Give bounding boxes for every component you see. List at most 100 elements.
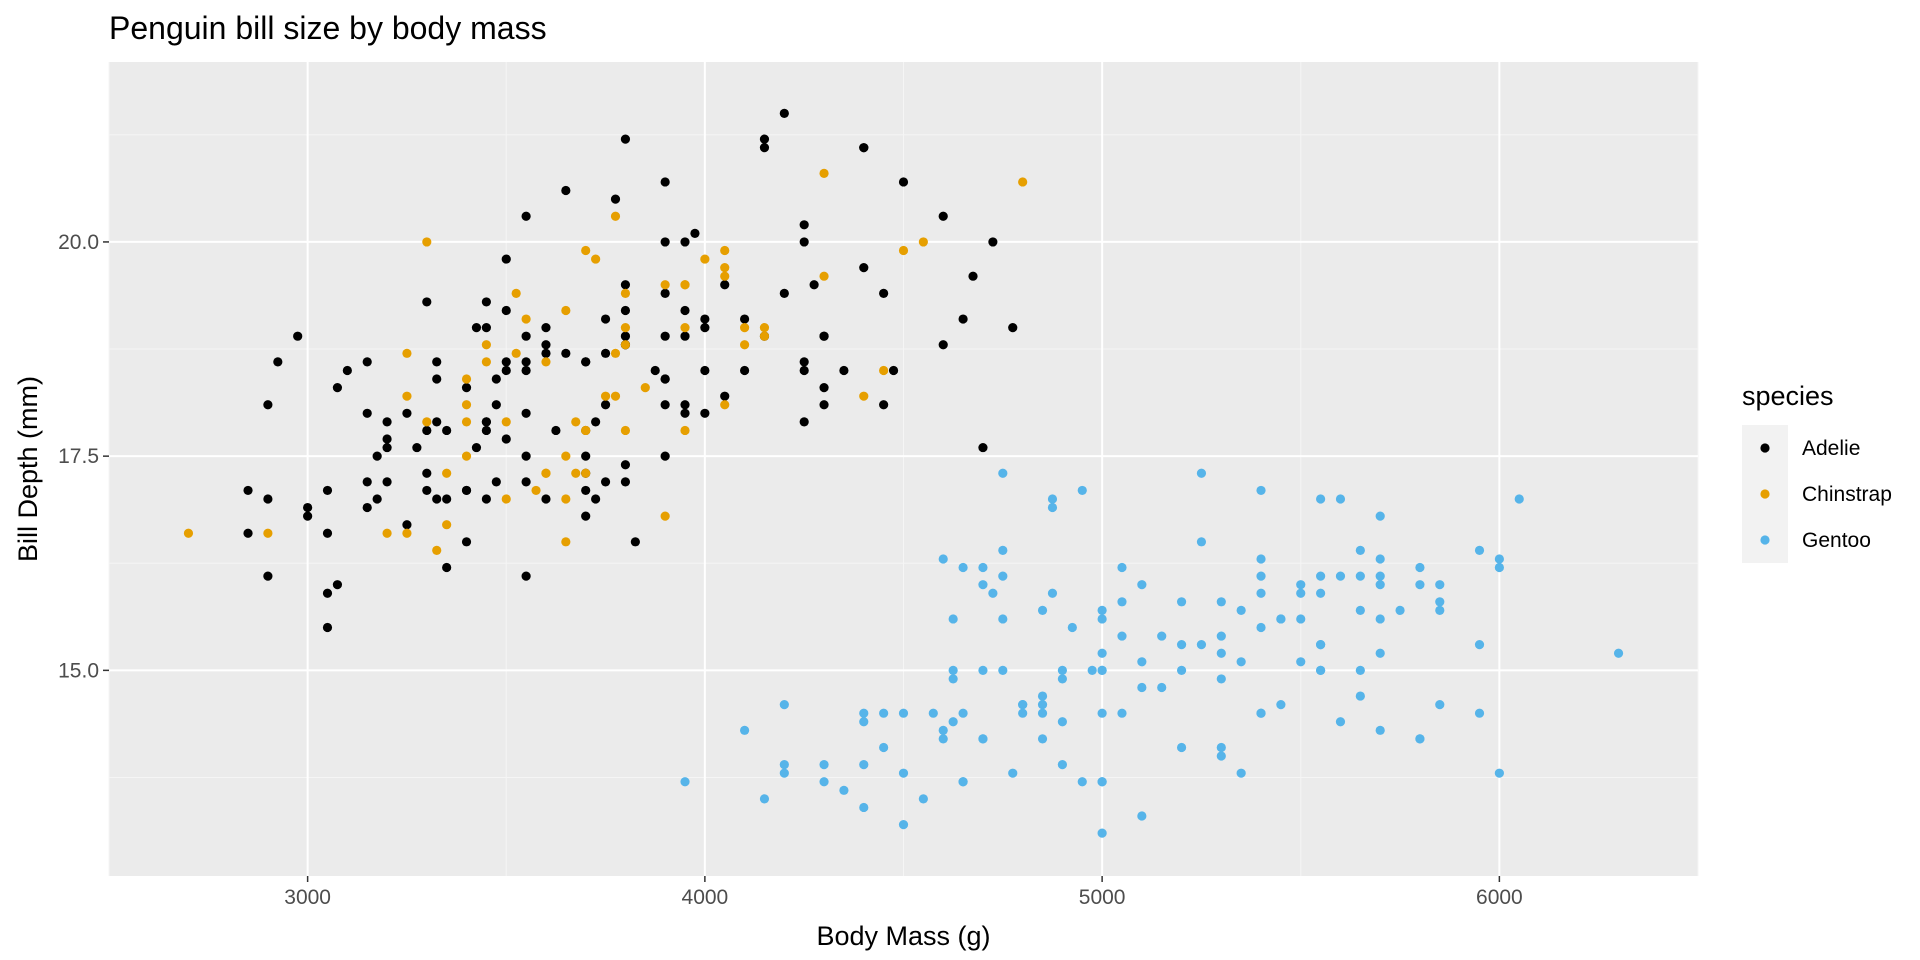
point-chinstrap	[561, 494, 571, 504]
point-adelie	[461, 485, 472, 496]
point-adelie	[720, 280, 730, 290]
point-adelie	[620, 460, 631, 470]
point-gentoo	[1057, 717, 1067, 727]
point-adelie	[561, 185, 571, 196]
point-adelie	[581, 357, 591, 367]
point-gentoo	[978, 580, 988, 590]
point-gentoo	[948, 665, 958, 675]
point-adelie	[779, 108, 789, 119]
point-gentoo	[1037, 708, 1048, 718]
point-gentoo	[1097, 614, 1107, 624]
legend-title: species	[1742, 381, 1834, 411]
point-gentoo	[958, 708, 968, 718]
point-adelie	[859, 263, 869, 273]
point-gentoo	[1296, 614, 1306, 624]
point-adelie	[481, 494, 491, 504]
point-chinstrap	[720, 400, 730, 410]
point-gentoo	[1018, 700, 1028, 710]
point-gentoo	[1117, 597, 1127, 607]
point-adelie	[322, 588, 333, 598]
point-adelie	[799, 365, 809, 376]
point-gentoo	[1047, 588, 1058, 598]
point-adelie	[521, 451, 531, 461]
point-adelie	[332, 580, 343, 590]
point-adelie	[461, 537, 472, 547]
point-gentoo	[1335, 571, 1346, 581]
point-adelie	[501, 365, 511, 376]
minor-gridlines	[108, 62, 1699, 876]
point-gentoo	[1047, 494, 1058, 504]
point-gentoo	[1256, 554, 1266, 564]
point-gentoo	[1316, 571, 1326, 581]
point-chinstrap	[481, 340, 491, 350]
point-adelie	[799, 237, 809, 247]
point-adelie	[541, 494, 551, 504]
point-chinstrap	[620, 288, 631, 298]
point-adelie	[481, 297, 491, 307]
point-gentoo	[928, 708, 938, 718]
point-adelie	[491, 374, 501, 384]
point-gentoo	[1435, 700, 1445, 710]
point-adelie	[809, 280, 819, 290]
x-axis-title: Body Mass (g)	[816, 921, 990, 951]
point-adelie	[303, 511, 313, 521]
point-chinstrap	[402, 391, 412, 401]
point-gentoo	[1415, 562, 1425, 573]
point-gentoo	[1256, 485, 1266, 496]
point-chinstrap	[610, 211, 621, 221]
point-chinstrap	[859, 391, 869, 401]
point-gentoo	[948, 717, 958, 727]
point-gentoo	[1355, 605, 1365, 615]
point-chinstrap	[511, 288, 521, 298]
point-gentoo	[1097, 777, 1107, 787]
point-gentoo	[740, 725, 750, 735]
point-adelie	[362, 408, 372, 418]
point-gentoo	[1216, 751, 1226, 761]
point-gentoo	[1435, 605, 1445, 615]
point-adelie	[680, 400, 690, 410]
point-gentoo	[1137, 580, 1147, 590]
point-adelie	[521, 211, 531, 221]
point-adelie	[958, 314, 968, 324]
point-gentoo	[1474, 640, 1485, 650]
point-gentoo	[978, 562, 988, 573]
point-gentoo	[859, 708, 869, 718]
point-adelie	[591, 494, 601, 504]
point-adelie	[600, 477, 611, 487]
point-adelie	[968, 271, 978, 281]
point-chinstrap	[501, 494, 511, 504]
point-gentoo	[1435, 580, 1445, 590]
point-adelie	[442, 494, 452, 504]
point-adelie	[382, 442, 392, 453]
point-adelie	[799, 220, 809, 230]
x-tick-label: 5000	[1079, 886, 1126, 909]
point-chinstrap	[461, 400, 472, 410]
point-gentoo	[1415, 580, 1425, 590]
point-chinstrap	[571, 417, 581, 427]
point-chinstrap	[610, 391, 621, 401]
point-adelie	[839, 365, 849, 376]
point-chinstrap	[382, 528, 392, 538]
y-tick-label: 17.5	[58, 445, 99, 468]
point-adelie	[243, 485, 253, 496]
point-gentoo	[1196, 468, 1207, 478]
point-adelie	[610, 194, 621, 204]
point-gentoo	[1157, 682, 1167, 693]
point-adelie	[372, 494, 382, 504]
y-axis-ticks: 15.0 17.5 20.0	[58, 231, 109, 682]
point-gentoo	[1395, 605, 1405, 615]
point-gentoo	[1037, 700, 1048, 710]
point-adelie	[660, 331, 670, 341]
point-chinstrap	[740, 323, 750, 333]
point-gentoo	[938, 734, 948, 744]
x-tick-label: 4000	[682, 886, 729, 909]
legend-marker-chinstrap	[1760, 489, 1770, 499]
point-gentoo	[1375, 554, 1385, 564]
point-adelie	[432, 357, 442, 367]
point-adelie	[382, 417, 392, 427]
point-adelie	[759, 134, 770, 144]
point-adelie	[630, 537, 640, 547]
point-gentoo	[1117, 631, 1127, 641]
point-gentoo	[1157, 631, 1167, 641]
point-adelie	[700, 323, 710, 333]
